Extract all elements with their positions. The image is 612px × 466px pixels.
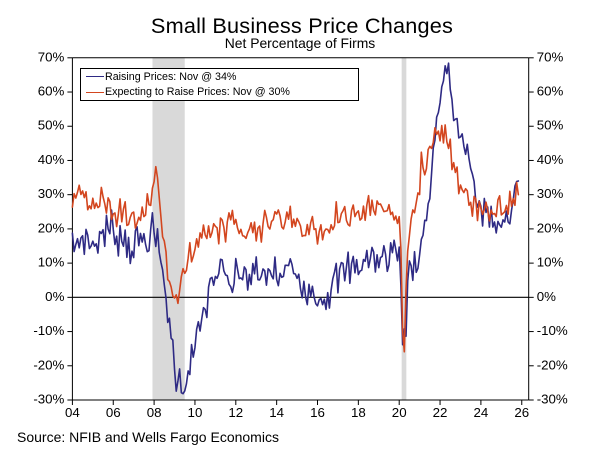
- svg-text:08: 08: [147, 405, 162, 420]
- svg-text:10%: 10%: [38, 255, 65, 270]
- svg-text:-20%: -20%: [537, 357, 568, 372]
- svg-text:40%: 40%: [38, 152, 65, 167]
- svg-text:-10%: -10%: [537, 323, 568, 338]
- svg-text:14: 14: [269, 405, 284, 420]
- svg-text:-30%: -30%: [537, 392, 568, 407]
- svg-text:20%: 20%: [537, 220, 564, 235]
- svg-text:60%: 60%: [537, 84, 564, 99]
- svg-text:0%: 0%: [537, 289, 556, 304]
- svg-text:20%: 20%: [38, 220, 65, 235]
- svg-text:06: 06: [106, 405, 121, 420]
- svg-text:04: 04: [65, 405, 80, 420]
- svg-text:50%: 50%: [38, 118, 65, 133]
- svg-text:70%: 70%: [38, 49, 65, 64]
- svg-text:10: 10: [188, 405, 203, 420]
- svg-text:30%: 30%: [38, 186, 65, 201]
- svg-text:-10%: -10%: [33, 323, 64, 338]
- svg-text:60%: 60%: [38, 84, 65, 99]
- svg-text:16: 16: [310, 405, 325, 420]
- svg-text:10%: 10%: [537, 255, 564, 270]
- svg-text:0%: 0%: [45, 289, 64, 304]
- svg-text:50%: 50%: [537, 118, 564, 133]
- svg-text:-20%: -20%: [33, 357, 64, 372]
- svg-text:22: 22: [433, 405, 448, 420]
- svg-text:18: 18: [351, 405, 366, 420]
- svg-text:24: 24: [474, 405, 489, 420]
- svg-text:20: 20: [392, 405, 407, 420]
- svg-text:40%: 40%: [537, 152, 564, 167]
- svg-text:26: 26: [514, 405, 529, 420]
- svg-text:-30%: -30%: [33, 392, 64, 407]
- svg-text:30%: 30%: [537, 186, 564, 201]
- svg-text:12: 12: [228, 405, 243, 420]
- svg-text:70%: 70%: [537, 49, 564, 64]
